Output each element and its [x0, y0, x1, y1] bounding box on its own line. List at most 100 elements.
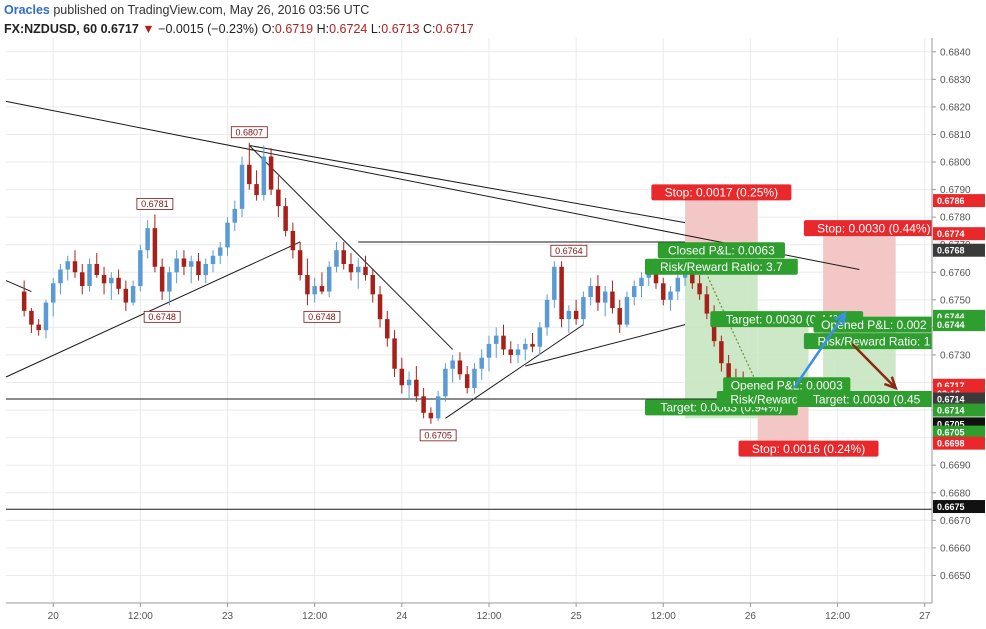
- candle-body: [515, 349, 521, 355]
- candle-body: [479, 357, 484, 369]
- last-price: 0.6717: [100, 22, 139, 36]
- candle: [406, 371, 412, 400]
- candle-body: [406, 379, 412, 386]
- candle: [94, 252, 100, 278]
- candle: [523, 338, 528, 361]
- position-label-text: Closed P&L: 0.0063: [668, 244, 775, 258]
- price-tag: 0.6768: [933, 243, 985, 257]
- price-point-label: 0.6781: [136, 197, 174, 210]
- price-tag-text: 0.6705: [937, 428, 965, 438]
- candle-body: [501, 335, 506, 350]
- candle-body: [472, 368, 477, 389]
- candle-body: [101, 275, 107, 284]
- price-tag-box: [933, 436, 985, 450]
- candle: [254, 170, 259, 201]
- price-point-label-box: [136, 197, 174, 210]
- candle-body: [581, 297, 586, 320]
- candle-body: [559, 266, 564, 320]
- high-value: 0.6724: [329, 22, 368, 36]
- chart-header-ohlc: FX:NZDUSD, 60 0.6717 ▼ −0.0015 (−0.23%) …: [4, 22, 474, 36]
- candle-body: [58, 269, 63, 284]
- candle: [355, 258, 361, 289]
- candle-body: [188, 261, 194, 267]
- candle: [348, 252, 354, 281]
- candle-body: [80, 272, 85, 287]
- trend-line: [248, 145, 454, 350]
- price-tag-text: 0.6714: [937, 395, 965, 405]
- position-label-text: Risk/Reward Ratio: 3.7: [660, 260, 783, 274]
- candle-body: [210, 255, 216, 264]
- price-tag-text: 0.6744: [937, 312, 965, 322]
- candle-body: [326, 266, 332, 292]
- candle-body: [631, 286, 637, 298]
- symbol-label[interactable]: FX:NZDUSD, 60: [4, 22, 98, 36]
- candle-body: [138, 250, 143, 287]
- candle-body: [355, 266, 361, 273]
- candle: [87, 258, 92, 292]
- blue-arrow: [792, 311, 847, 389]
- position-label: Stop: 0.0017 (0.25%): [651, 184, 792, 201]
- candle: [188, 255, 194, 284]
- position-label: Opened P&L: 0.002: [813, 316, 932, 333]
- candle-body: [261, 156, 267, 196]
- candle-body: [566, 310, 572, 320]
- candle-body: [457, 360, 463, 375]
- candle-body: [363, 266, 368, 276]
- candle: [276, 175, 281, 218]
- candle-body: [704, 294, 710, 314]
- candle: [210, 250, 216, 273]
- candle: [21, 280, 27, 317]
- candle-body: [414, 379, 419, 397]
- candle: [116, 269, 121, 295]
- position-label: Closed P&L: 0.0063: [657, 242, 785, 259]
- open-label: O:: [261, 22, 275, 36]
- candle: [123, 280, 129, 311]
- price-point-label-text: 0.6748: [308, 312, 336, 322]
- candle-body: [675, 277, 681, 292]
- price-tag-text: 0.6768: [937, 246, 965, 256]
- candle-body: [690, 272, 695, 284]
- candle: [602, 286, 608, 317]
- point-labels: 0.6781 0.6748 0.6807 0.6748 0.6705 0.6764: [136, 126, 588, 442]
- candle: [464, 365, 470, 394]
- candle: [36, 319, 41, 336]
- candle: [566, 305, 572, 333]
- price-tag-text: 0.6744: [937, 320, 965, 330]
- candle-body: [297, 250, 303, 276]
- candle-body: [123, 288, 129, 303]
- candle: [392, 330, 397, 377]
- candle: [203, 258, 208, 284]
- candle-body: [290, 230, 296, 251]
- candle: [152, 214, 158, 273]
- close-label: C:: [423, 22, 436, 36]
- candle: [486, 335, 492, 372]
- candle-body: [319, 286, 325, 292]
- candle-body: [50, 283, 56, 303]
- candle: [181, 250, 187, 276]
- position-label-text: Target: 0.0030 (0.45: [813, 392, 921, 406]
- price-tag-text: 0.6774: [937, 229, 965, 239]
- candle-body: [697, 283, 702, 295]
- price-point-label: 0.6705: [419, 429, 457, 442]
- stop-zone: [823, 233, 896, 317]
- trend-lines: [5, 100, 932, 510]
- candle: [159, 258, 165, 300]
- close-value: 0.6717: [435, 22, 474, 36]
- candle: [145, 219, 150, 259]
- candle: [530, 332, 535, 353]
- candle-body: [72, 261, 78, 273]
- price-tick-label: 0.6680: [940, 488, 971, 499]
- arrow-head: [833, 311, 847, 326]
- price-tick-label: 0.6820: [940, 102, 971, 113]
- candle-body: [428, 412, 434, 419]
- candle-body: [508, 349, 514, 355]
- author-link[interactable]: Oracles: [4, 3, 50, 17]
- position-label: Risk/Reward Ratio: 3.7: [644, 258, 798, 275]
- position-label: Target: 0.0030 (0.45: [796, 391, 932, 408]
- price-tag-box: [933, 194, 985, 208]
- candle: [581, 291, 586, 325]
- price-point-label-box: [230, 126, 268, 139]
- candle: [515, 343, 521, 364]
- candle-body: [232, 208, 238, 223]
